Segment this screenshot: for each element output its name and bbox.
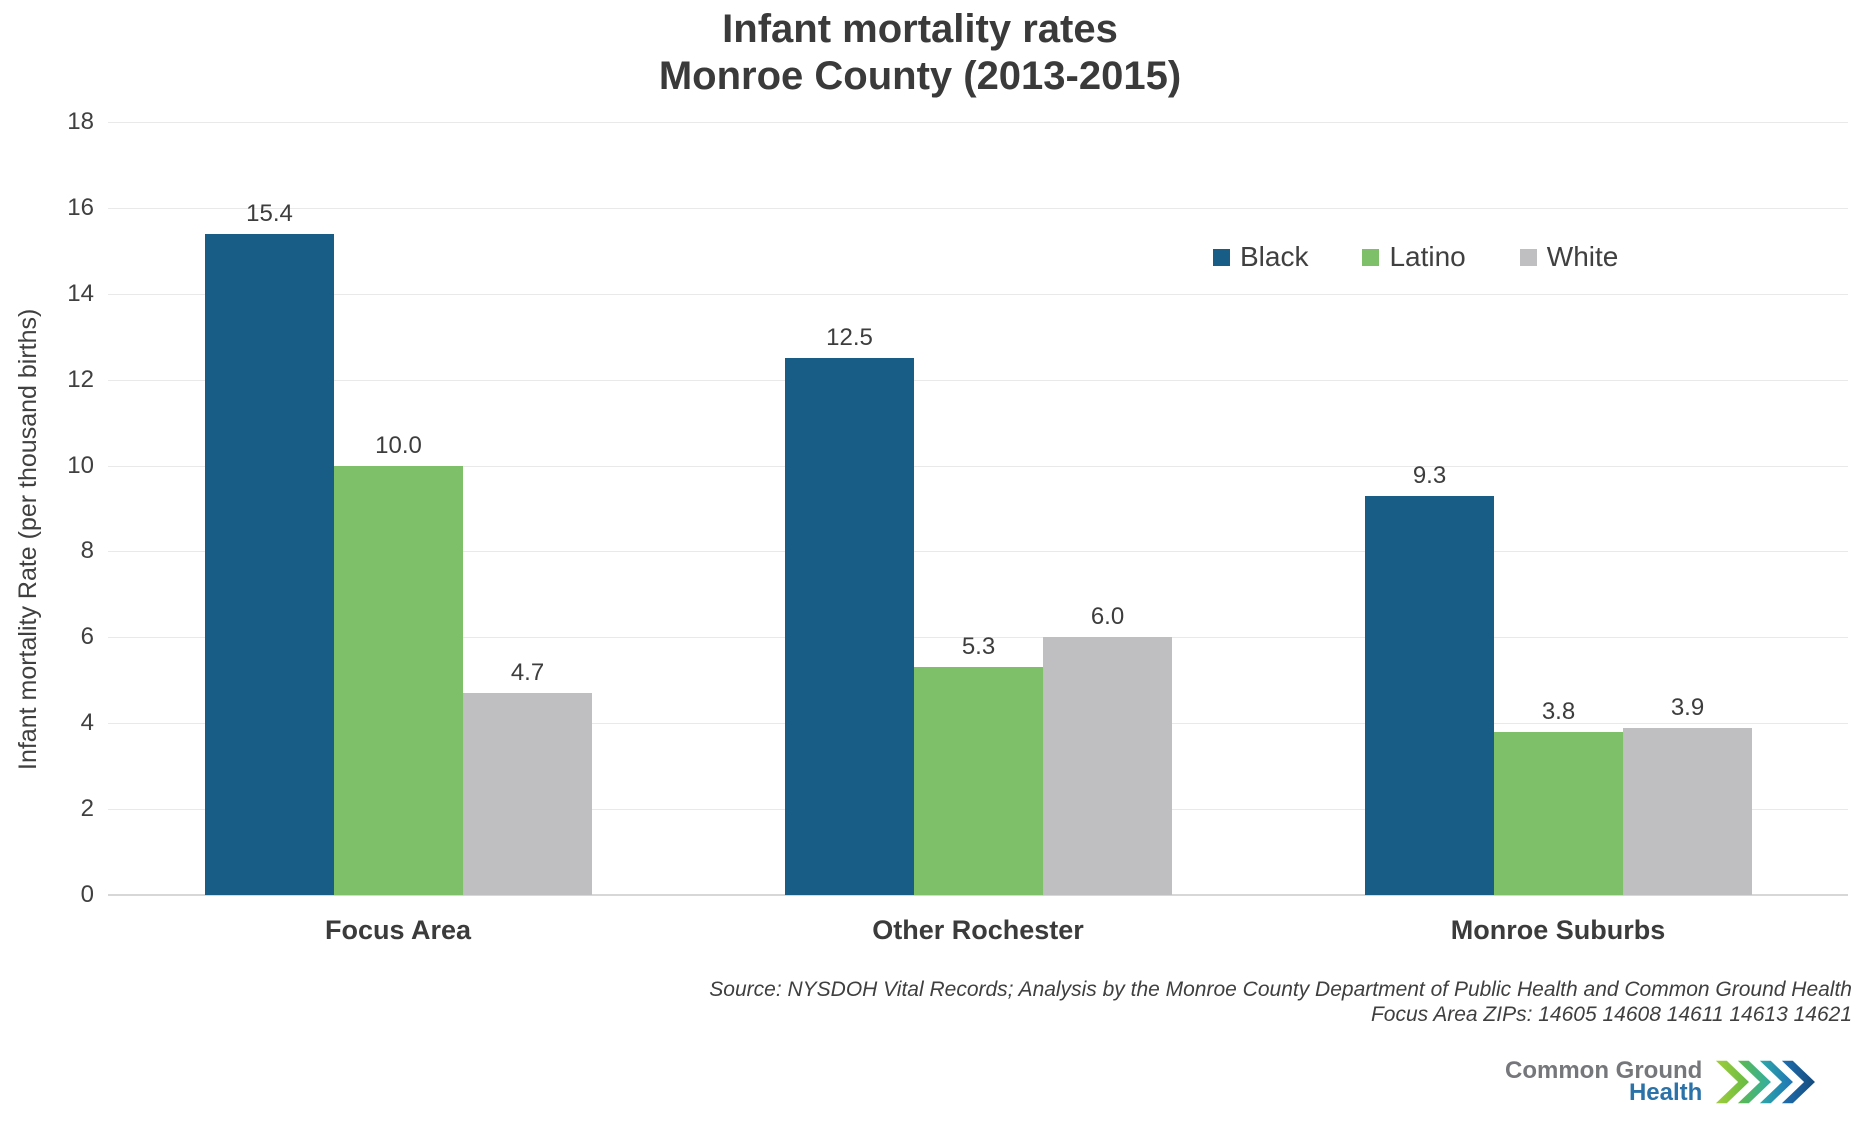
bar-value-label: 5.3 [961, 633, 996, 660]
logo: Common Ground Health [1505, 1057, 1818, 1106]
y-tick-label: 8 [80, 537, 94, 564]
x-axis-baseline [108, 894, 1848, 896]
logo-chevron-3 [1757, 1060, 1796, 1104]
gridline [108, 208, 1848, 209]
bar-value-label: 4.7 [510, 659, 545, 686]
logo-text: Common Ground Health [1505, 1057, 1703, 1106]
category-label-other-rochester: Other Rochester [872, 915, 1084, 945]
plot-area [108, 122, 1848, 896]
bar-value-label: 10.0 [375, 432, 422, 459]
bar-latino-3 [1494, 732, 1623, 895]
y-tick-label: 6 [80, 623, 94, 650]
bar-value-label: 15.4 [246, 200, 293, 227]
logo-chevron-2 [1735, 1060, 1774, 1104]
legend-swatch-white-icon [1519, 248, 1537, 266]
legend: Black Latino White [1213, 240, 1618, 274]
bar-latino-1 [334, 466, 463, 895]
legend-label: Latino [1389, 241, 1466, 272]
y-tick-label: 4 [80, 709, 94, 736]
logo-wordmark-line2: Health [1628, 1079, 1703, 1106]
legend-item-latino: Latino [1362, 241, 1466, 273]
bar-latino-2 [914, 667, 1043, 895]
legend-swatch-black-icon [1213, 248, 1230, 266]
legend-item-white: White [1519, 241, 1619, 273]
y-tick-label: 14 [67, 280, 94, 307]
category-label-monroe-suburbs: Monroe Suburbs [1450, 915, 1666, 945]
bar-value-label: 6.0 [1090, 603, 1125, 630]
logo-chevron-1 [1714, 1060, 1752, 1104]
category-label-focus-area: Focus Area [324, 915, 472, 945]
y-tick-label: 16 [67, 194, 94, 221]
y-tick-label: 0 [80, 881, 94, 908]
bar-white-3 [1623, 728, 1752, 895]
y-tick-label: 12 [67, 366, 94, 393]
y-tick-label: 10 [67, 452, 94, 479]
bar-black-1 [205, 234, 334, 895]
bar-black-2 [785, 358, 914, 895]
legend-item-black: Black [1213, 241, 1308, 273]
source-line2: Focus Area ZIPs: 14605 14608 14611 14613… [1370, 1003, 1852, 1026]
gridline [108, 551, 1848, 552]
bar-value-label: 9.3 [1412, 462, 1447, 489]
chart-title: Infant mortality rates Monroe County (20… [0, 6, 1840, 100]
legend-label: White [1546, 241, 1619, 272]
bar-value-label: 12.5 [826, 324, 873, 351]
bar-white-1 [463, 693, 592, 895]
source-line1: Source: NYSDOH Vital Records; Analysis b… [709, 978, 1852, 1001]
gridline [108, 122, 1848, 123]
bar-white-2 [1043, 637, 1172, 895]
bar-value-label: 3.9 [1670, 694, 1705, 721]
gridline [108, 380, 1848, 381]
logo-wordmark-line1: Common Ground [1505, 1057, 1703, 1084]
legend-swatch-latino-icon [1362, 248, 1380, 266]
bar-black-3 [1365, 496, 1494, 895]
gridline [108, 637, 1848, 638]
chart-title-line1: Infant mortality rates [722, 7, 1118, 51]
logo-chevrons-icon [1714, 1060, 1818, 1104]
bar-value-label: 3.8 [1541, 698, 1576, 725]
source-note: Source: NYSDOH Vital Records; Analysis b… [452, 977, 1852, 1027]
y-tick-label: 2 [80, 795, 94, 822]
gridline [108, 294, 1848, 295]
y-tick-label: 18 [67, 108, 94, 135]
logo-chevron-4 [1779, 1060, 1818, 1104]
legend-label: Black [1240, 241, 1309, 272]
gridline [108, 466, 1848, 467]
chart-title-line2: Monroe County (2013-2015) [658, 54, 1182, 98]
